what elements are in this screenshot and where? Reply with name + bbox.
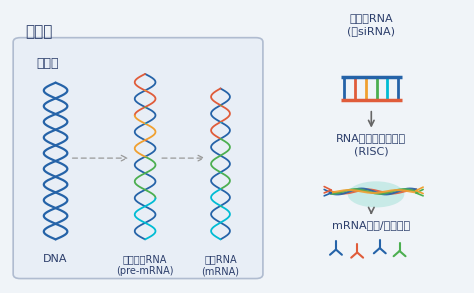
Text: 短双链RNA
(如siRNA): 短双链RNA (如siRNA): [347, 13, 395, 36]
Ellipse shape: [348, 181, 404, 207]
Text: RNA诱导沉默复合体
(RISC): RNA诱导沉默复合体 (RISC): [336, 133, 406, 157]
Text: mRNA降解/翻译抑制: mRNA降解/翻译抑制: [332, 221, 410, 231]
FancyBboxPatch shape: [13, 38, 263, 279]
Text: 细胞核: 细胞核: [36, 57, 59, 69]
Text: 细胞质: 细胞质: [25, 25, 52, 40]
Text: 前体信使RNA
(pre-mRNA): 前体信使RNA (pre-mRNA): [116, 254, 174, 276]
Text: 信使RNA
(mRNA): 信使RNA (mRNA): [201, 254, 239, 276]
Text: DNA: DNA: [43, 254, 68, 264]
